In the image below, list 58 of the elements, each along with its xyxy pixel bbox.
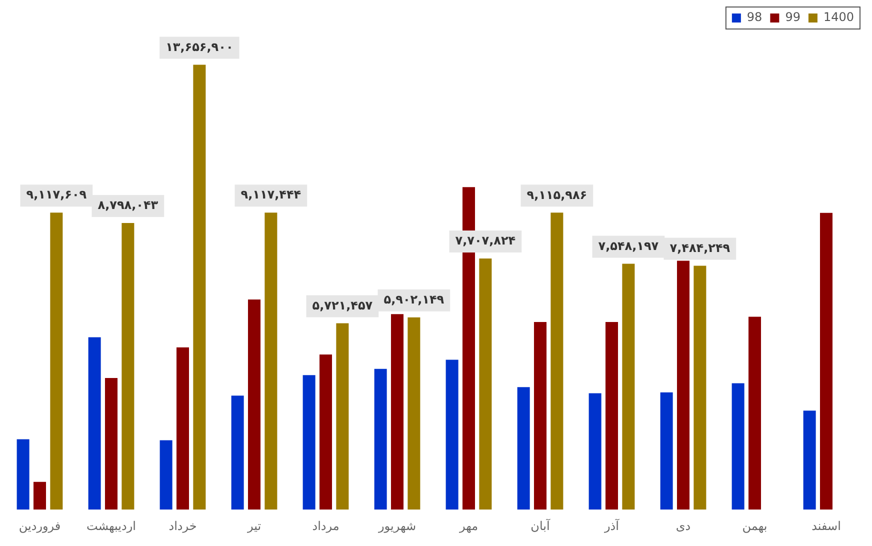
- legend-label: 1400: [823, 10, 854, 24]
- legend-label: 99: [785, 10, 800, 24]
- x-tick-label: آذر: [604, 518, 620, 533]
- bar: [517, 387, 530, 510]
- bar: [534, 322, 547, 510]
- bar: [264, 212, 278, 510]
- x-tick-label: آبان: [530, 518, 550, 533]
- bar: [588, 393, 602, 510]
- data-label: ۸,۷۹۸,۰۴۳: [98, 198, 159, 212]
- bar: [122, 223, 134, 510]
- bar: [176, 347, 190, 510]
- x-tick-label: اسفند: [812, 518, 841, 533]
- x-tick-label: خرداد: [168, 518, 197, 533]
- bar: [408, 317, 420, 510]
- bar: [748, 316, 762, 510]
- bar: [104, 378, 118, 510]
- data-label: ۷,۷۰۷,۸۲۴: [455, 234, 516, 248]
- data-label: ۹,۱۱۵,۹۸۶: [526, 188, 588, 202]
- bar: [622, 264, 635, 510]
- x-tick-label: مرداد: [312, 518, 340, 533]
- bar: [446, 360, 458, 510]
- data-label: ۹,۱۱۷,۶۰۹: [26, 188, 88, 202]
- x-tick-label: بهمن: [742, 518, 768, 533]
- bar: [160, 440, 172, 510]
- bar: [479, 258, 492, 510]
- data-label: ۹,۱۱۷,۴۴۴: [240, 188, 302, 202]
- bar: [16, 439, 30, 510]
- bar: [820, 212, 833, 510]
- bar: [248, 299, 261, 510]
- bar: [319, 354, 332, 510]
- x-tick-label: شهریور: [377, 518, 416, 533]
- data-label: ۵,۷۲۱,۴۵۷: [312, 298, 374, 312]
- data-label: ۷,۴۸۴,۲۴۹: [670, 240, 731, 255]
- x-tick-label: فروردین: [18, 518, 61, 533]
- bar: [390, 314, 404, 510]
- bar: [660, 392, 673, 510]
- x-tick-label: دی: [676, 518, 691, 533]
- bar: [803, 410, 816, 510]
- bar: [33, 482, 46, 510]
- x-tick-label: مهر: [458, 518, 478, 533]
- bar: [605, 322, 618, 510]
- bar: [336, 323, 349, 510]
- data-label: ۱۳,۶۵۶,۹۰۰: [166, 40, 234, 54]
- bar: [374, 368, 387, 510]
- bar: [732, 383, 744, 510]
- data-label: ۵,۹۰۲,۱۴۹: [384, 292, 445, 306]
- bar: [50, 212, 63, 510]
- bar: [550, 212, 564, 510]
- bar: [302, 375, 316, 510]
- bar: [193, 64, 206, 510]
- x-tick-label: تیر: [246, 518, 262, 533]
- data-label: ۷,۵۴۸,۱۹۷: [598, 238, 660, 253]
- bar: [231, 396, 244, 510]
- bar: [88, 337, 101, 510]
- legend-label: 98: [746, 10, 762, 24]
- x-tick-label: اردیبهشت: [86, 518, 136, 533]
- bar: [694, 266, 706, 510]
- bar: [676, 260, 690, 510]
